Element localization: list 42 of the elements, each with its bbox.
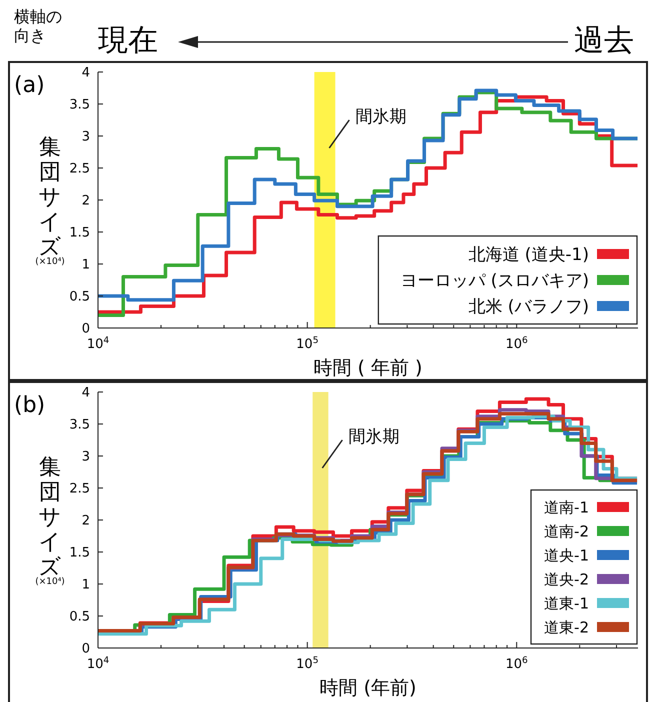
x-tick-label: 10$^{6}$ (505, 336, 528, 352)
band-label: 間氷期 (355, 107, 406, 127)
text: 横軸の向き (14, 7, 62, 45)
legend-label: 北米 (バラノフ) (468, 296, 589, 317)
y-tick-label: 0.5 (69, 290, 90, 305)
y-tick-label: 2 (82, 514, 90, 529)
y-tick-label: 0 (82, 322, 90, 337)
y-tick-label: 2 (82, 194, 90, 209)
y-tick-label: 3.5 (69, 98, 90, 113)
legend-label: 道南-2 (544, 522, 589, 540)
x-tick-label: 10$^{6}$ (505, 656, 528, 672)
y-tick-label: 1.5 (69, 546, 90, 561)
y-tick-label: 1 (82, 578, 90, 593)
x-tick-label: 10$^{4}$ (86, 656, 110, 672)
y-tick-label: 3.5 (69, 418, 90, 433)
legend-label: 道南-1 (544, 498, 589, 516)
text: 現在 (98, 23, 158, 58)
legend-label: 道央-1 (544, 546, 589, 564)
y-tick-label: 1.5 (69, 226, 90, 241)
legend-label: 道央-2 (544, 570, 589, 588)
chart-title: (a) (14, 73, 45, 98)
y-tick-label: 0 (82, 642, 90, 657)
text: 過去 (574, 23, 634, 58)
y-tick-label: 1 (82, 258, 90, 273)
y-tick-label: 3 (82, 130, 90, 145)
y-tick-label: 2.5 (69, 162, 90, 177)
y-tick-label: 4 (82, 66, 90, 81)
x-axis-title: 時間 ( 年前 ) (314, 357, 422, 379)
y-tick-label: 4 (82, 386, 90, 401)
legend-label: 道東-1 (544, 594, 589, 612)
y-tick-label: 3 (82, 450, 90, 465)
legend-label: 道東-2 (544, 618, 589, 636)
x-axis-title: 時間 (年前) (320, 677, 416, 699)
y-tick-label: 0.5 (69, 610, 90, 625)
x-tick-label: 10$^{4}$ (86, 336, 110, 352)
band-label: 間氷期 (348, 427, 400, 447)
legend-label: ヨーロッパ (スロバキア) (400, 270, 589, 291)
chart-title: (b) (14, 393, 46, 418)
y-tick-label: 2.5 (69, 482, 90, 497)
x-tick-label: 10$^{5}$ (296, 336, 318, 352)
legend-label: 北海道 (道央-1) (468, 244, 589, 265)
x-tick-label: 10$^{5}$ (296, 656, 318, 672)
